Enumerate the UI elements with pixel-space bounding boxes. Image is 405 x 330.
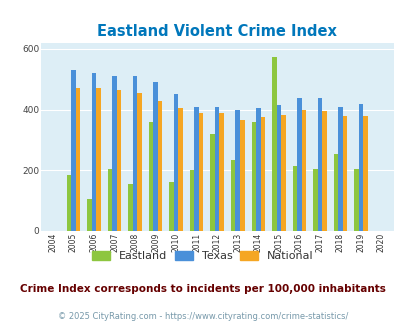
Text: Crime Index corresponds to incidents per 100,000 inhabitants: Crime Index corresponds to incidents per… [20,284,385,294]
Bar [137,93,141,231]
Bar [301,110,305,231]
Bar [251,122,256,231]
Bar [153,82,158,231]
Bar [358,104,362,231]
Bar [235,110,239,231]
Bar [132,76,137,231]
Bar [276,105,280,231]
Bar [107,169,112,231]
Bar [158,101,162,231]
Bar [178,108,183,231]
Bar [149,122,153,231]
Bar [337,107,342,231]
Bar [317,97,321,231]
Bar [296,97,301,231]
Legend: Eastland, Texas, National: Eastland, Texas, National [88,247,317,266]
Bar [219,113,224,231]
Bar [230,160,235,231]
Text: © 2025 CityRating.com - https://www.cityrating.com/crime-statistics/: © 2025 CityRating.com - https://www.city… [58,313,347,321]
Bar [112,76,117,231]
Bar [169,182,173,231]
Bar [92,73,96,231]
Bar [66,175,71,231]
Bar [260,117,264,231]
Bar [321,111,326,231]
Bar [190,170,194,231]
Bar [71,70,75,231]
Title: Eastland Violent Crime Index: Eastland Violent Crime Index [97,24,336,39]
Bar [194,107,198,231]
Bar [353,169,358,231]
Bar [312,169,317,231]
Bar [292,166,296,231]
Bar [333,154,337,231]
Bar [117,90,121,231]
Bar [239,120,244,231]
Bar [362,116,367,231]
Bar [214,107,219,231]
Bar [87,199,92,231]
Bar [271,56,276,231]
Bar [280,115,285,231]
Bar [173,94,178,231]
Bar [75,88,80,231]
Bar [210,134,214,231]
Bar [342,116,346,231]
Bar [198,113,203,231]
Bar [256,108,260,231]
Bar [128,184,132,231]
Bar [96,88,100,231]
